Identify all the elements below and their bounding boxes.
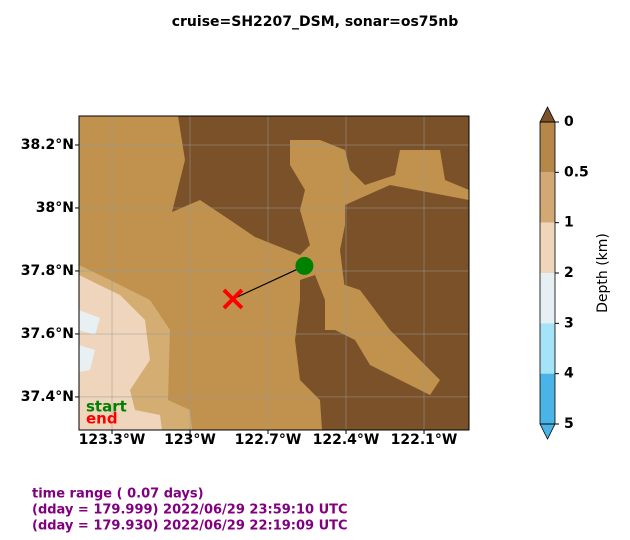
end-marker	[222, 288, 244, 310]
legend-label: end	[86, 410, 118, 428]
land-north	[172, 116, 469, 255]
colorbar-segment	[540, 122, 555, 173]
y-tick-label: 37.6°N	[21, 326, 74, 342]
colorbar-tick-label: 4	[564, 366, 574, 382]
colorbar-segment	[540, 172, 555, 223]
colorbar-extend-bottom	[539, 423, 556, 440]
legend-label: start	[86, 398, 127, 416]
y-tick-label: 38°N	[36, 200, 74, 216]
colorbar-segment	[540, 323, 555, 374]
y-tick-label: 38.2°N	[21, 137, 74, 153]
colorbar-tick-label: 3	[564, 315, 574, 331]
map-frame	[78, 115, 470, 431]
colorbar-extend-top	[539, 106, 556, 123]
track-line	[232, 265, 305, 300]
colorbar-tick-label: 0.5	[564, 164, 589, 180]
x-tick-label: 122.7°W	[235, 432, 302, 448]
deep	[79, 275, 162, 430]
colorbar-tick-label: 1	[564, 215, 574, 231]
x-tick-label: 122.4°W	[313, 432, 380, 448]
x-tick-label: 123°W	[164, 432, 216, 448]
x-tick-label: 122.1°W	[391, 432, 458, 448]
colorbar-tick-label: 2	[564, 265, 574, 281]
y-tick-label: 37.8°N	[21, 263, 74, 279]
y-tick-label: 37.4°N	[21, 389, 74, 405]
x-tick-label: 123.3°W	[79, 432, 146, 448]
deeper	[79, 310, 100, 372]
start-marker	[295, 256, 314, 275]
colorbar-tick-label: 0	[564, 114, 574, 130]
colorbar-tick-label: 5	[564, 416, 574, 432]
bay	[330, 280, 440, 395]
colorbar-segment	[540, 273, 555, 324]
colorbar-label: Depth (km)	[595, 233, 611, 313]
time-note: (dday = 179.930) 2022/06/29 22:19:09 UTC	[32, 519, 348, 534]
chart-title: cruise=SH2207_DSM, sonar=os75nb	[172, 14, 459, 30]
colorbar-segment	[540, 222, 555, 273]
time-note: (dday = 179.999) 2022/06/29 23:59:10 UTC	[32, 503, 348, 518]
colorbar-segment	[540, 373, 555, 424]
map-base	[79, 116, 469, 430]
time-note: time range ( 0.07 days)	[32, 487, 204, 502]
